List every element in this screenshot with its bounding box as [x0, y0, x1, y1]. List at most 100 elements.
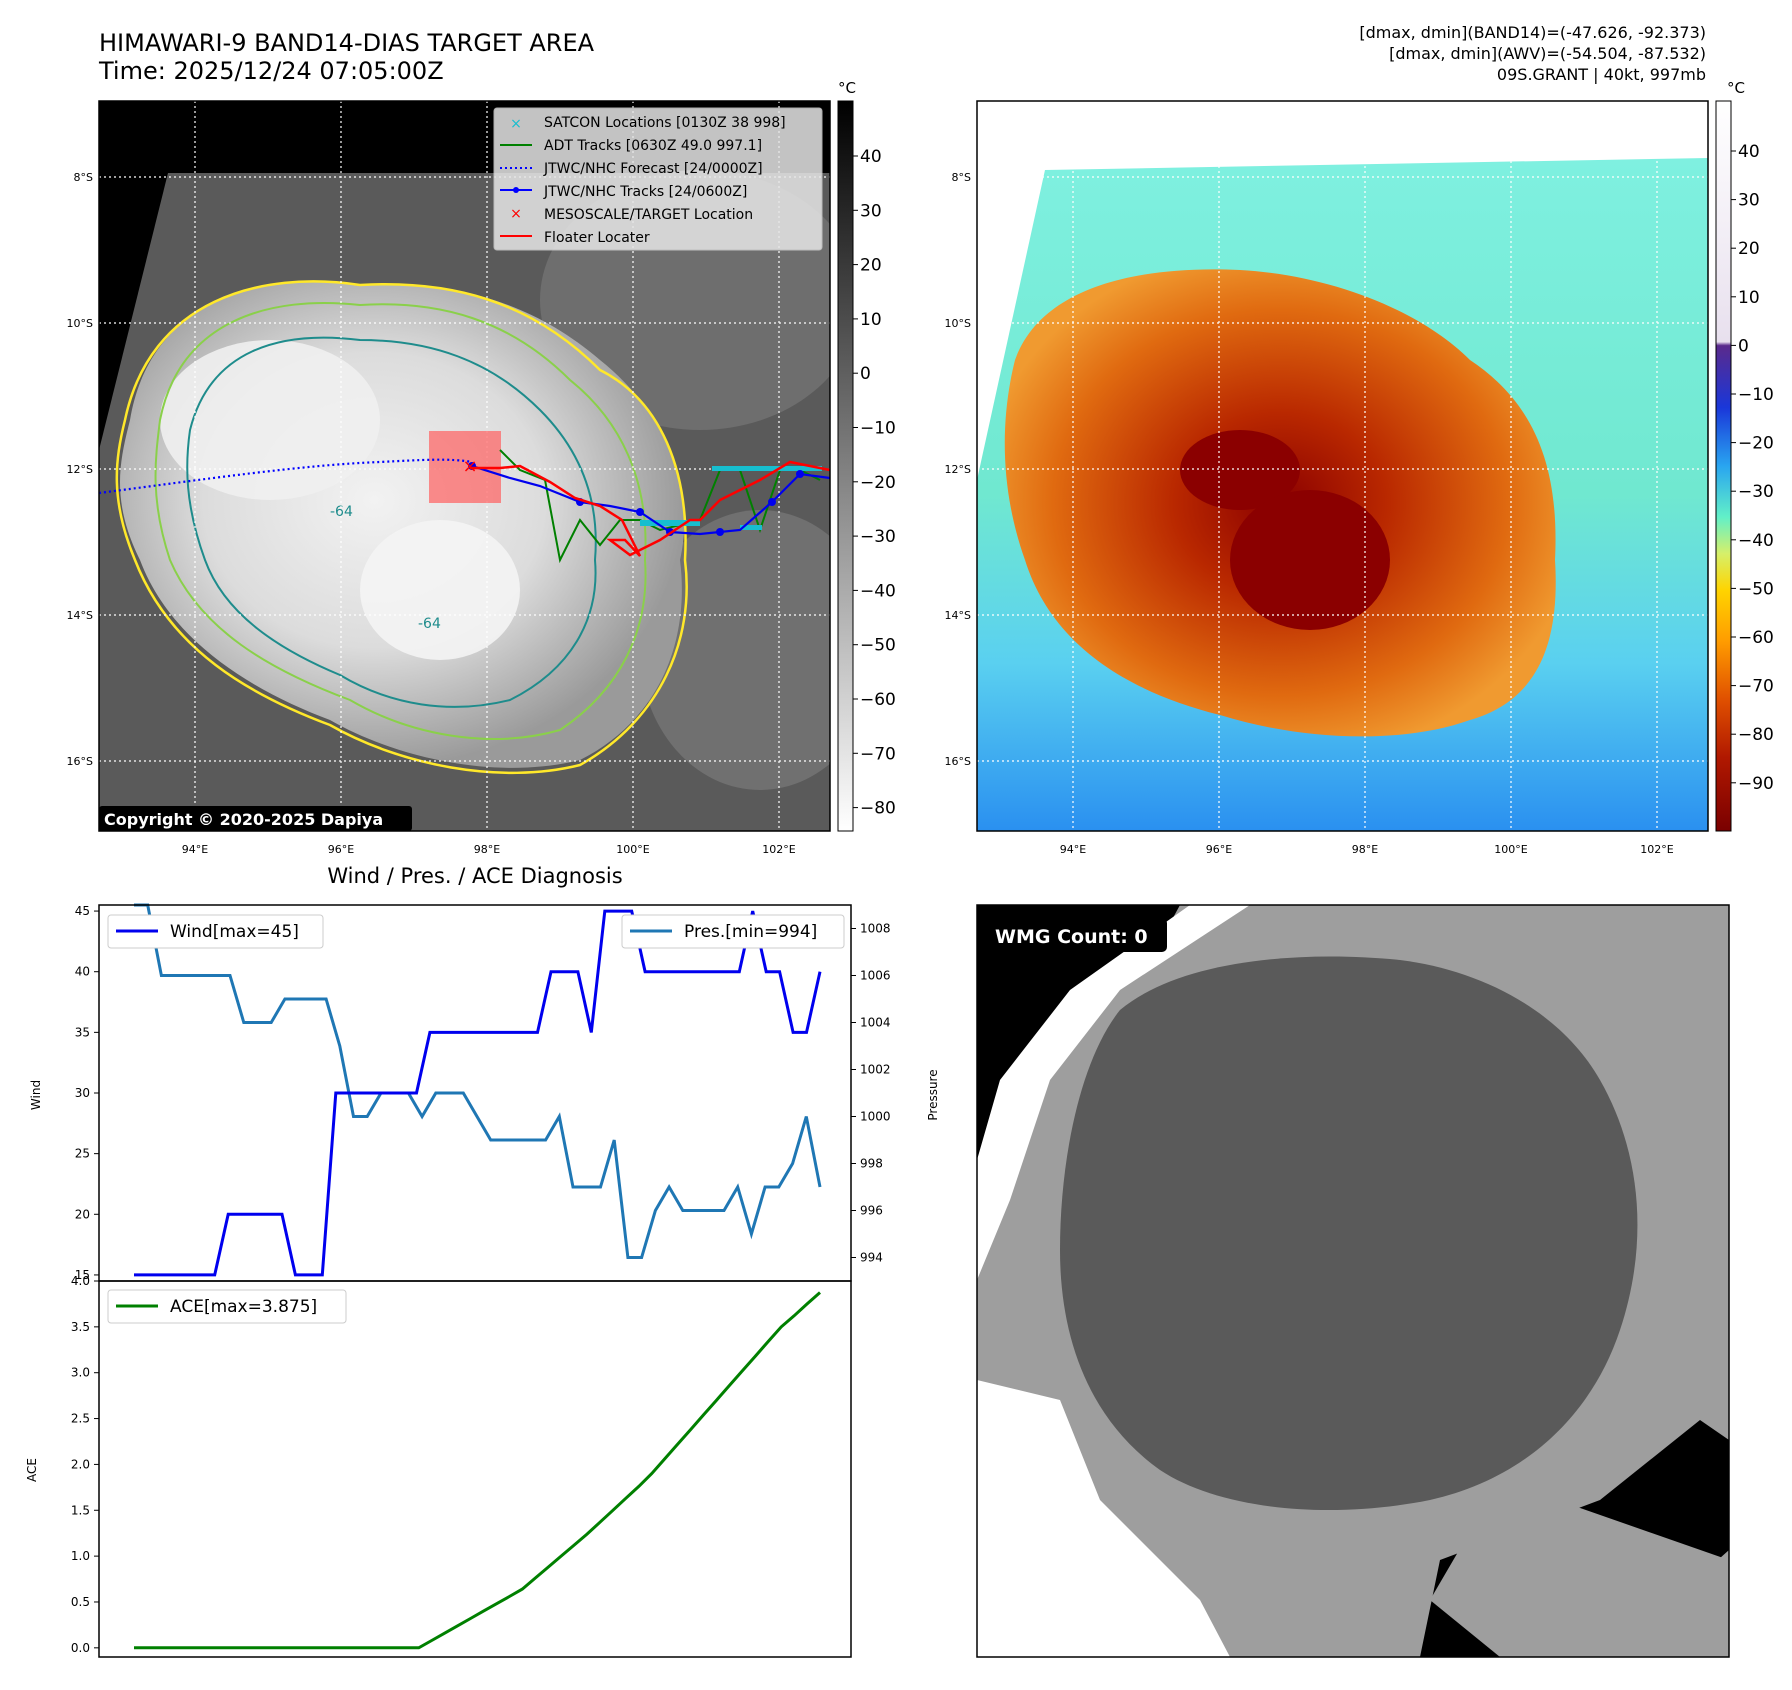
ace-chart-area: 0.0 0.5 1.0 1.5 2.0 2.5 3.0 3.5 4.0	[71, 1274, 821, 1655]
pres-tick: 1006	[860, 969, 891, 983]
wmg-count-badge	[987, 918, 1167, 952]
pres-tick: 996	[860, 1204, 883, 1218]
lon-label: 94°E	[1060, 843, 1086, 856]
color-cbar-tick: 10	[1738, 288, 1760, 308]
ace-tick: 0.0	[71, 1641, 90, 1655]
legend-marker-jtwc-dot	[513, 187, 519, 193]
legend-marker-satcon: ×	[510, 116, 522, 132]
legend-label-jtwc: JTWC/NHC Tracks [24/0600Z]	[543, 184, 747, 200]
color-cbar-tick: 0	[1738, 336, 1749, 356]
color-cbar-tick: −70	[1738, 677, 1774, 697]
figure-title: HIMAWARI-9 BAND14-DIAS TARGET AREA	[99, 29, 595, 57]
lat-label: 10°S	[67, 317, 93, 330]
copyright-badge	[99, 806, 412, 831]
gray-cbar-tick: 0	[860, 364, 871, 384]
diagnosis-title: Wind / Pres. / ACE Diagnosis	[327, 864, 622, 888]
legend-label-adt: ADT Tracks [0630Z 49.0 997.1]	[544, 138, 762, 154]
color-cbar-tick: −60	[1738, 628, 1774, 648]
panel-wmg: WMG Count: 0	[976, 904, 1730, 1658]
lon-label: 98°E	[474, 843, 500, 856]
wind-chart-area: 15 20 25 30 35 40 45 994 996 998 1000 1002 1004 1006 1…	[75, 903, 891, 1282]
contour-yellow	[115, 280, 688, 775]
storm-info: 09S.GRANT | 40kt, 997mb	[1497, 65, 1706, 84]
gray-cbar-tick: −40	[860, 581, 896, 601]
wind-tick: 25	[75, 1147, 90, 1161]
color-cbar-tick: −80	[1738, 725, 1774, 745]
lon-label: 96°E	[328, 843, 354, 856]
contour-label-2: -64	[418, 616, 441, 632]
color-cbar-tick: −40	[1738, 531, 1774, 551]
color-cbar-tick: −90	[1738, 774, 1774, 794]
color-cbar-tick: −30	[1738, 482, 1774, 502]
wind-tick: 40	[75, 965, 90, 979]
pres-legend: Pres.[min=994]	[621, 914, 845, 949]
pres-legend-label: Pres.[min=994]	[684, 922, 817, 942]
lon-label: 98°E	[1352, 843, 1378, 856]
gridlines-b	[977, 101, 1708, 831]
copyright-text: Copyright © 2020-2025 Dapiya	[104, 810, 383, 829]
pressure-line	[134, 903, 822, 1259]
legend-label-target: MESOSCALE/TARGET Location	[544, 207, 753, 223]
contour-green	[154, 301, 647, 740]
gray-colorbar	[837, 100, 854, 832]
color-cbar-tick: 20	[1738, 239, 1760, 259]
gray-cbar-tick: 30	[860, 201, 882, 221]
pres-tick: 1002	[860, 1063, 891, 1077]
ace-axis-label: ACE	[25, 1458, 39, 1482]
gray-cbar-tick: −30	[860, 527, 896, 547]
map-ticks: 8°S 8°S 10°S 10°S 12°S 12°S 14°S 14°S 16°S 16°S 94…	[67, 142, 1774, 856]
lon-label: 102°E	[762, 843, 795, 856]
legend-label-forecast: JTWC/NHC Forecast [24/0000Z]	[543, 161, 763, 177]
panel-wind-pressure: Wind / Pres. / ACE Diagnosis Wind Pressu…	[29, 864, 940, 1282]
jtwc-track	[471, 464, 830, 536]
map-legend: × SATCON Locations [0130Z 38 998] ADT Tr…	[493, 107, 823, 251]
panel-ace: ACE 0.0 0.5 1.0 1.5 2.0 2.5 3.0 3.5 4.0 ACE[max=…	[25, 1274, 852, 1658]
ace-tick: 1.5	[71, 1503, 90, 1517]
color-cbar-tick: −20	[1738, 434, 1774, 454]
gray-cbar-tick: −70	[860, 744, 896, 764]
lat-label: 14°S	[945, 609, 971, 622]
color-cbar-tick: −50	[1738, 579, 1774, 599]
satcon-markers	[640, 466, 822, 530]
lon-label: 96°E	[1206, 843, 1232, 856]
floater-track	[470, 460, 830, 557]
wind-legend-label: Wind[max=45]	[170, 922, 299, 942]
stats-awv: [dmax, dmin](AWV)=(-54.504, -87.532)	[1389, 44, 1706, 63]
color-cbar-tick: 30	[1738, 191, 1760, 211]
lat-label: 12°S	[67, 463, 93, 476]
wind-tick: 30	[75, 1086, 90, 1100]
lon-label: 102°E	[1640, 843, 1673, 856]
pres-tick: 998	[860, 1157, 883, 1171]
color-colorbar	[1715, 100, 1732, 832]
wind-tick: 45	[75, 904, 90, 918]
lat-label: 10°S	[945, 317, 971, 330]
lon-label: 100°E	[1494, 843, 1527, 856]
wind-tick: 35	[75, 1025, 90, 1039]
stats-band14: [dmax, dmin](BAND14)=(-47.626, -92.373)	[1359, 23, 1706, 42]
ace-tick: 3.0	[71, 1366, 90, 1380]
lat-label: 16°S	[945, 755, 971, 768]
gray-cbar-tick: −20	[860, 473, 896, 493]
wind-tick: 15	[75, 1268, 90, 1282]
jtwc-forecast-track	[99, 458, 473, 495]
lat-label: 8°S	[952, 171, 971, 184]
contour-teal	[186, 336, 597, 708]
ace-tick: 3.5	[71, 1320, 90, 1334]
legend-marker-target: ×	[510, 206, 522, 222]
ace-tick: 2.0	[71, 1457, 90, 1471]
panel-gray-map: -64 -64	[98, 79, 856, 832]
ace-tick: 1.0	[71, 1549, 90, 1563]
ace-tick: 0.5	[71, 1595, 90, 1609]
pres-tick: 1008	[860, 922, 891, 936]
gray-cbar-tick: 20	[860, 256, 882, 276]
lat-label: 16°S	[67, 755, 93, 768]
pres-tick: 1004	[860, 1016, 891, 1030]
wind-legend: Wind[max=45]	[107, 914, 324, 949]
color-cbar-tick: −10	[1738, 385, 1774, 405]
gray-cbar-tick: −50	[860, 636, 896, 656]
wind-tick: 20	[75, 1207, 90, 1221]
ace-legend: ACE[max=3.875]	[107, 1289, 347, 1324]
wind-axis-label: Wind	[29, 1080, 43, 1110]
ace-legend-label: ACE[max=3.875]	[170, 1297, 317, 1317]
gray-cbar-tick: −10	[860, 419, 896, 439]
